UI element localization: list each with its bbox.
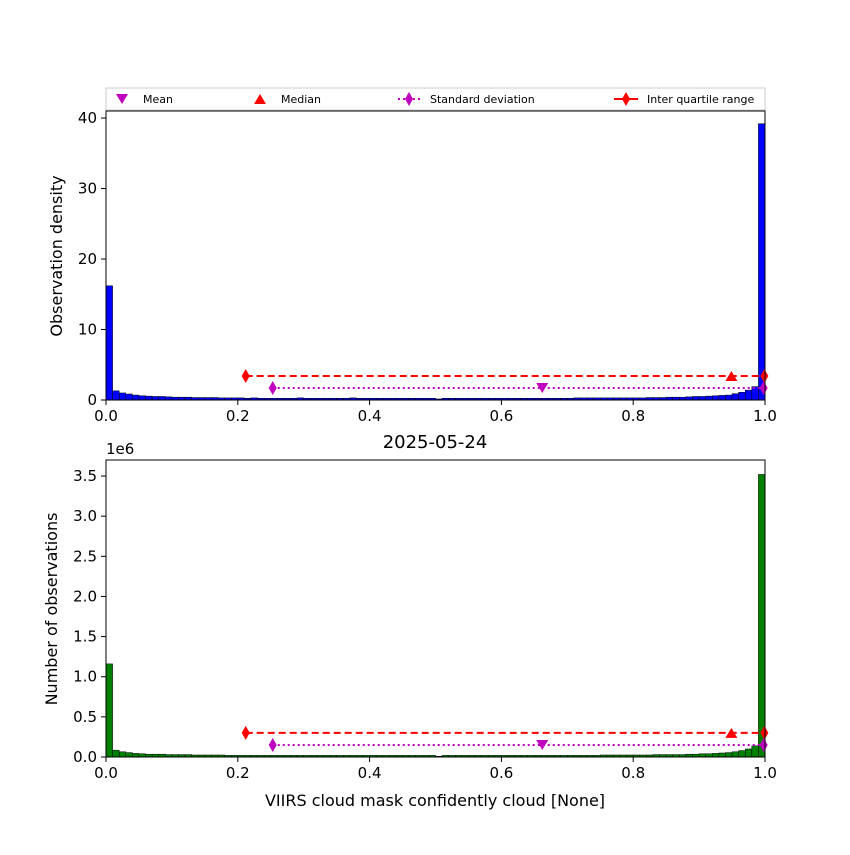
bottom-bar	[744, 748, 753, 758]
bottom-bar	[725, 752, 733, 758]
top-y-ticks: 0 10 20 30 40	[78, 109, 106, 409]
legend-iqr-marker	[622, 92, 630, 106]
bottom-y-tick-label: 0.0	[73, 748, 97, 766]
top-bar	[145, 395, 153, 401]
legend-std-marker	[405, 92, 413, 106]
top-statistics-overlay	[241, 369, 769, 396]
bottom-bar	[105, 663, 113, 758]
bottom-x-tick-label: 0.4	[358, 764, 382, 782]
top-bar	[718, 395, 726, 401]
top-x-ticks: 0.0 0.2 0.4 0.6 0.8 1.0	[94, 400, 777, 425]
legend-std-label: Standard deviation	[430, 93, 535, 106]
bottom-x-axis-label: VIIRS cloud mask confidently cloud [None…	[265, 791, 605, 810]
top-bar	[125, 393, 133, 401]
legend-median-marker	[254, 94, 266, 104]
bottom-y-tick-label: 2.5	[73, 547, 97, 565]
top-bar	[112, 390, 120, 401]
legend-median-label: Median	[281, 93, 321, 106]
bottom-x-tick-label: 1.0	[753, 764, 777, 782]
bottom-bar	[758, 474, 766, 758]
bottom-scale-label: 1e6	[106, 440, 134, 458]
top-bar	[698, 396, 706, 401]
top-x-tick-label: 0.6	[489, 407, 513, 425]
top-y-axis-label: Observation density	[47, 175, 66, 336]
bottom-histogram-bars	[105, 474, 766, 758]
top-bar	[151, 396, 159, 401]
top-bar	[132, 394, 140, 401]
top-bar	[731, 393, 739, 401]
legend-mean-label: Mean	[143, 93, 173, 106]
legend-frame	[105, 87, 766, 111]
top-bar	[138, 395, 146, 401]
bottom-y-axis-label: Number of observations	[42, 513, 61, 706]
bottom-panel: 2025-05-24 1e6 0.0 0.2 0.4 0.6 0.8 1.0 0.0 0.5…	[42, 432, 777, 810]
bottom-statistics-overlay	[241, 725, 769, 752]
top-y-tick-label: 20	[78, 250, 97, 268]
top-x-tick-label: 1.0	[753, 407, 777, 425]
top-iqr-marker-high	[760, 369, 769, 384]
bottom-x-tick-label: 0.0	[94, 764, 118, 782]
top-bar	[712, 395, 720, 401]
legend-iqr-label: Inter quartile range	[647, 93, 754, 106]
top-bar	[705, 395, 713, 401]
bottom-x-tick-label: 0.8	[621, 764, 645, 782]
bottom-std-marker-low	[268, 737, 277, 752]
bottom-iqr-marker-high	[760, 725, 769, 740]
top-iqr-marker-low	[241, 369, 250, 384]
top-bar	[158, 396, 166, 401]
bottom-bar	[731, 751, 739, 758]
bottom-bar	[712, 753, 720, 758]
bottom-x-tick-label: 0.2	[226, 764, 250, 782]
top-std-marker-high	[759, 381, 768, 396]
bottom-y-tick-label: 3.0	[73, 507, 97, 525]
bottom-x-tick-label: 0.6	[489, 764, 513, 782]
bottom-bar	[751, 745, 759, 758]
top-std-marker-low	[268, 381, 277, 396]
top-y-tick-label: 10	[78, 321, 97, 339]
top-bar	[725, 394, 733, 401]
top-y-tick-label: 0	[87, 391, 97, 409]
bottom-y-ticks: 0.0 0.5 1.0 1.5 2.0 2.5 3.0 3.5	[73, 467, 106, 766]
top-x-tick-label: 0.4	[358, 407, 382, 425]
legend: Mean Median Standard deviation Inter qua…	[105, 87, 766, 111]
bottom-bar	[112, 749, 120, 758]
bottom-y-tick-label: 0.5	[73, 708, 97, 726]
bottom-y-tick-label: 1.0	[73, 668, 97, 686]
bottom-x-ticks: 0.0 0.2 0.4 0.6 0.8 1.0	[94, 757, 777, 782]
bottom-bar	[718, 752, 726, 758]
top-panel: 0.0 0.2 0.4 0.6 0.8 1.0 0 10 20 30 40 Observation…	[47, 109, 777, 425]
bottom-iqr-marker-low	[241, 725, 250, 740]
bottom-title: 2025-05-24	[383, 432, 488, 453]
top-y-tick-label: 30	[78, 180, 97, 198]
bottom-bar	[125, 752, 133, 758]
bottom-bar	[118, 751, 127, 758]
legend-mean-marker	[116, 94, 128, 104]
top-y-tick-label: 40	[78, 109, 97, 127]
bottom-y-tick-label: 3.5	[73, 467, 97, 485]
bottom-y-tick-label: 2.0	[73, 587, 97, 605]
bottom-axes-frame	[105, 459, 766, 758]
top-bar	[744, 389, 753, 401]
top-bar	[692, 396, 700, 401]
top-x-tick-label: 0.8	[621, 407, 645, 425]
bottom-bar	[132, 753, 140, 758]
top-bar	[118, 392, 127, 401]
bottom-std-marker-high	[759, 737, 768, 752]
top-x-tick-label: 0.0	[94, 407, 118, 425]
top-median-marker	[725, 371, 738, 382]
top-bar	[105, 285, 113, 401]
bottom-bar	[738, 750, 746, 758]
top-x-tick-label: 0.2	[226, 407, 250, 425]
top-histogram-bars	[105, 123, 766, 401]
top-bar	[738, 392, 746, 401]
bottom-y-tick-label: 1.5	[73, 628, 97, 646]
top-axes-frame	[105, 110, 766, 401]
top-bar	[758, 123, 766, 401]
bottom-median-marker	[725, 727, 738, 738]
top-mean-marker	[536, 383, 549, 394]
bottom-mean-marker	[536, 739, 549, 750]
